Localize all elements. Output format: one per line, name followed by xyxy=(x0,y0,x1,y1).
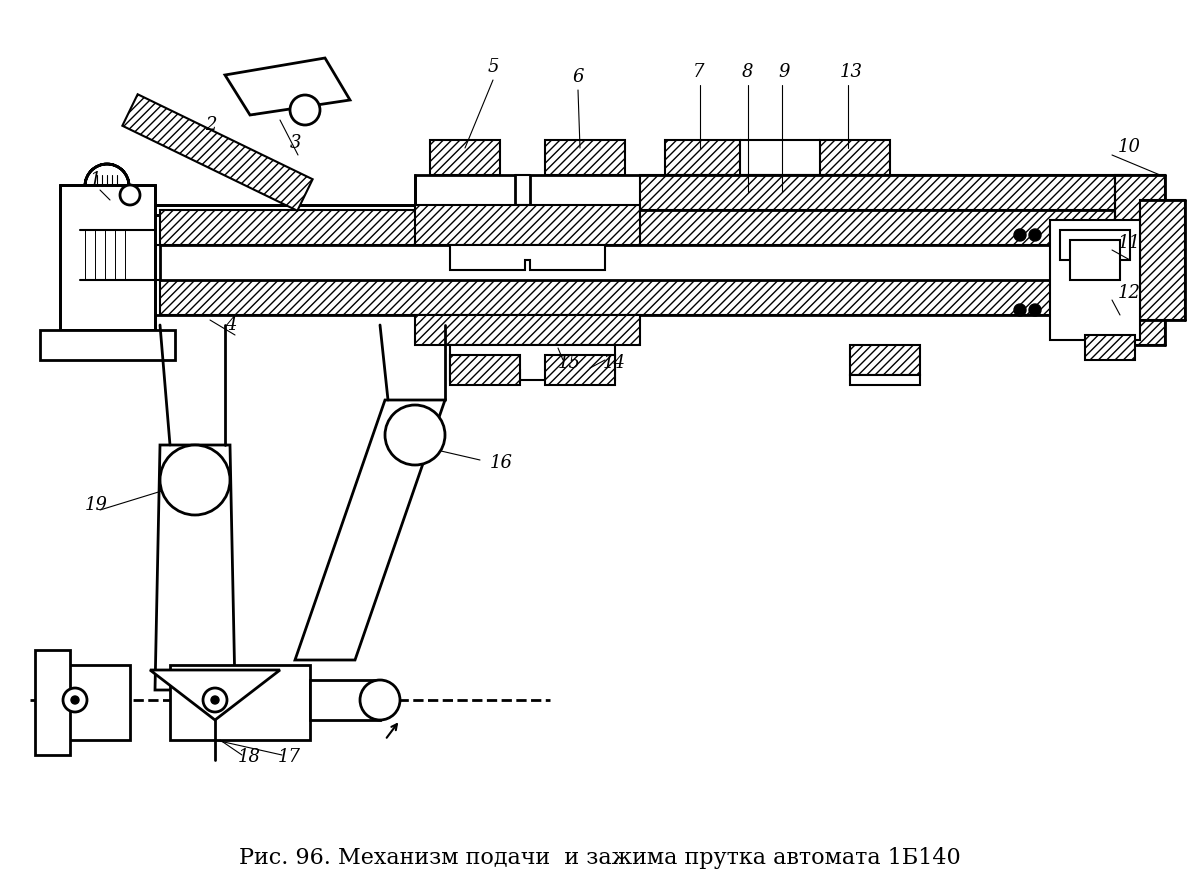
Text: 5: 5 xyxy=(488,58,499,76)
Polygon shape xyxy=(35,650,70,755)
Polygon shape xyxy=(60,185,155,330)
Polygon shape xyxy=(40,330,175,360)
Circle shape xyxy=(71,696,79,704)
Polygon shape xyxy=(160,210,1130,245)
Polygon shape xyxy=(85,205,1154,215)
Circle shape xyxy=(120,185,140,205)
Polygon shape xyxy=(160,245,1130,280)
Polygon shape xyxy=(310,680,380,720)
Circle shape xyxy=(1030,304,1042,316)
Polygon shape xyxy=(850,345,920,375)
Polygon shape xyxy=(1085,335,1135,360)
Polygon shape xyxy=(415,315,640,345)
Wedge shape xyxy=(85,164,130,186)
Polygon shape xyxy=(295,400,445,660)
Polygon shape xyxy=(1115,175,1165,345)
Polygon shape xyxy=(170,665,310,740)
Text: 11: 11 xyxy=(1118,234,1141,252)
Polygon shape xyxy=(640,175,1130,210)
Text: 6: 6 xyxy=(572,68,583,86)
Polygon shape xyxy=(850,375,920,385)
Text: 12: 12 xyxy=(1118,284,1141,302)
Circle shape xyxy=(290,95,320,125)
Polygon shape xyxy=(665,140,740,175)
Polygon shape xyxy=(545,140,625,175)
Text: 8: 8 xyxy=(742,63,754,81)
Polygon shape xyxy=(450,245,605,270)
Polygon shape xyxy=(450,345,616,380)
Text: 10: 10 xyxy=(1118,138,1141,156)
Circle shape xyxy=(64,688,88,712)
Text: 19: 19 xyxy=(85,496,108,514)
Polygon shape xyxy=(1140,200,1186,320)
Circle shape xyxy=(203,688,227,712)
Text: 15: 15 xyxy=(558,354,581,372)
Text: 18: 18 xyxy=(238,748,262,766)
Polygon shape xyxy=(1070,240,1120,280)
Polygon shape xyxy=(226,58,350,115)
Polygon shape xyxy=(155,445,235,690)
Polygon shape xyxy=(530,175,640,205)
Polygon shape xyxy=(415,205,640,245)
Circle shape xyxy=(160,445,230,515)
Polygon shape xyxy=(450,355,520,385)
Text: 3: 3 xyxy=(290,134,301,152)
Polygon shape xyxy=(415,175,515,205)
Circle shape xyxy=(211,696,220,704)
Text: 9: 9 xyxy=(778,63,790,81)
Polygon shape xyxy=(150,670,280,720)
Text: 2: 2 xyxy=(205,116,216,134)
Polygon shape xyxy=(1050,220,1140,340)
Polygon shape xyxy=(545,355,616,385)
Polygon shape xyxy=(160,280,1130,315)
Polygon shape xyxy=(50,665,130,740)
Circle shape xyxy=(1030,229,1042,241)
Text: 13: 13 xyxy=(840,63,863,81)
Circle shape xyxy=(1014,304,1026,316)
Polygon shape xyxy=(820,140,890,175)
Circle shape xyxy=(360,680,400,720)
Text: 17: 17 xyxy=(278,748,301,766)
Text: 14: 14 xyxy=(604,354,626,372)
Text: 16: 16 xyxy=(490,454,514,472)
Circle shape xyxy=(1014,229,1026,241)
Text: 4: 4 xyxy=(226,316,236,334)
Circle shape xyxy=(385,405,445,465)
Polygon shape xyxy=(1060,230,1130,260)
Polygon shape xyxy=(430,140,500,175)
Text: Рис. 96. Механизм подачи  и зажима прутка автомата 1Б140: Рис. 96. Механизм подачи и зажима прутка… xyxy=(239,847,961,869)
Text: 7: 7 xyxy=(694,63,704,81)
Text: 1: 1 xyxy=(90,171,102,189)
Polygon shape xyxy=(122,94,313,211)
